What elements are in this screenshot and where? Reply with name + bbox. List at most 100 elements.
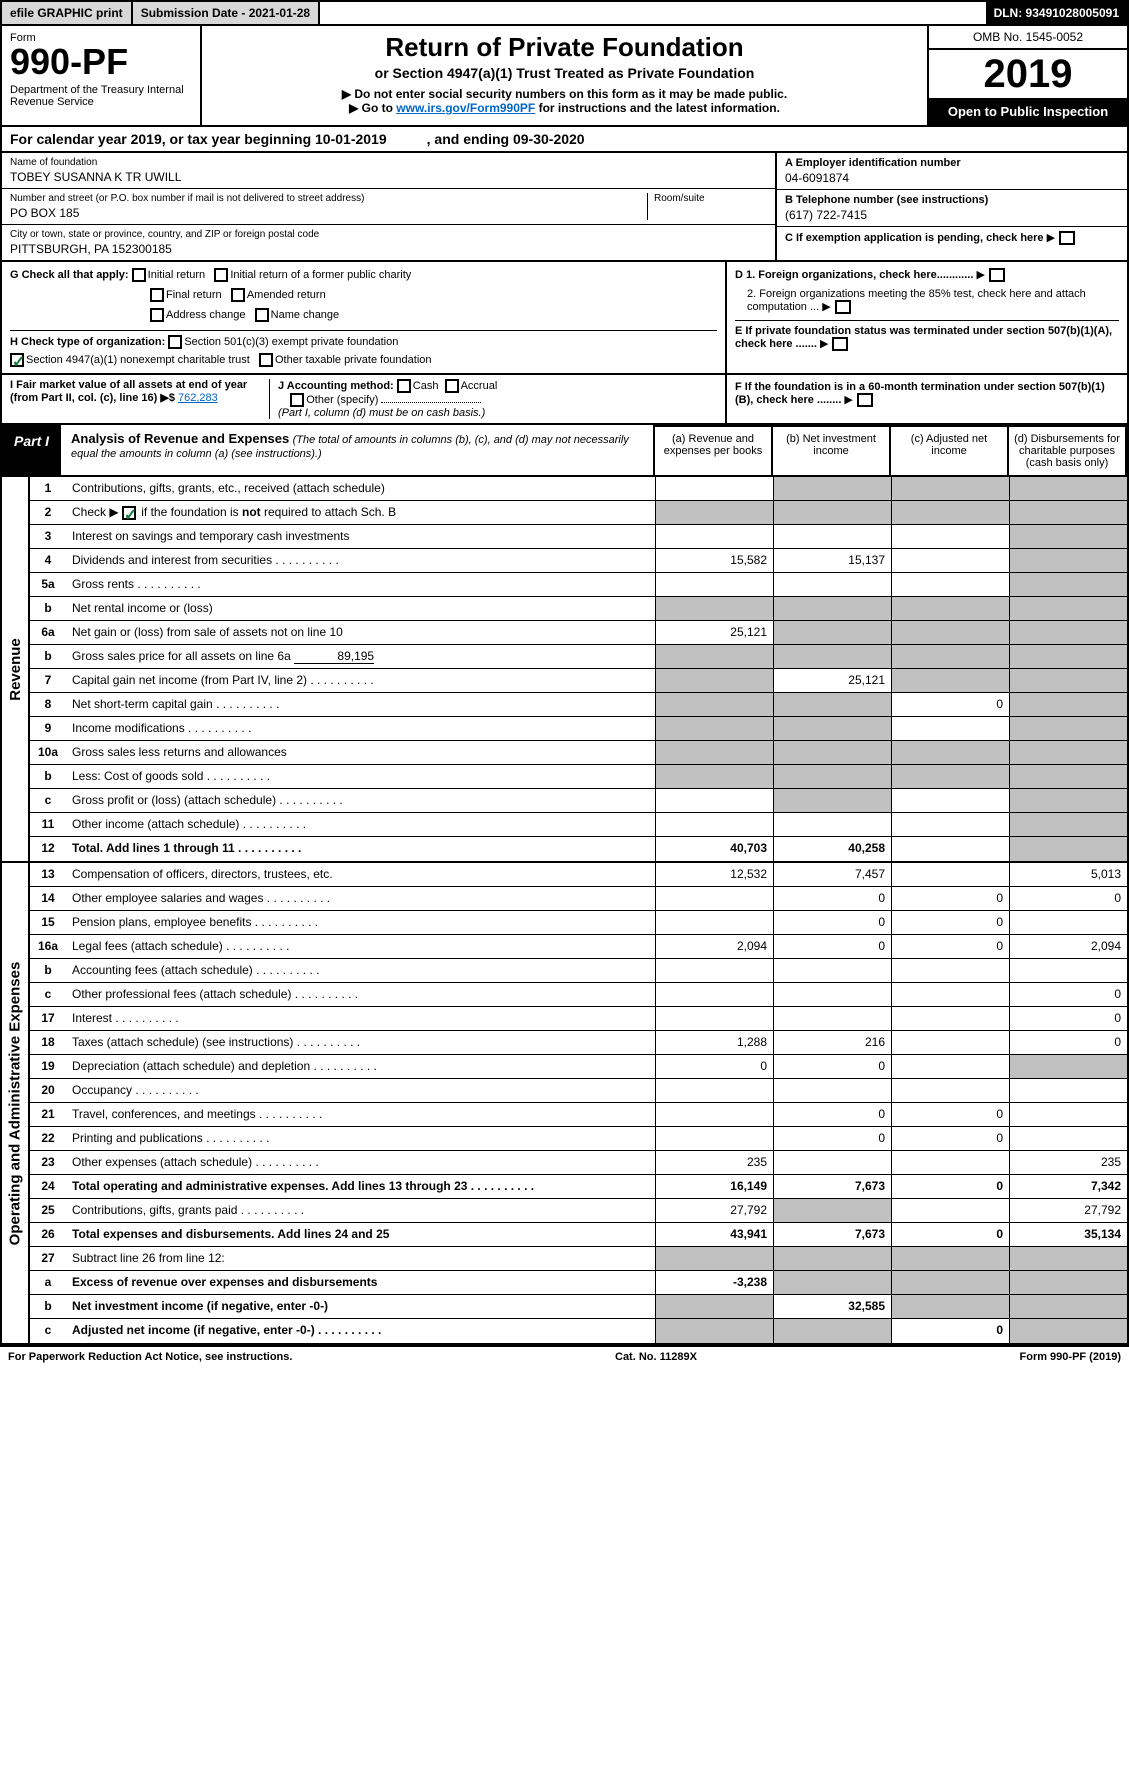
r17: Interest [66, 1007, 655, 1030]
schb-checkbox[interactable] [122, 506, 136, 520]
r13: Compensation of officers, directors, tru… [66, 863, 655, 886]
efile-print-button[interactable]: efile GRAPHIC print [2, 2, 133, 24]
gh-section: G Check all that apply: Initial return I… [0, 262, 1129, 375]
d1-label: D 1. Foreign organizations, check here..… [735, 269, 973, 281]
r22: Printing and publications [66, 1127, 655, 1150]
r8: Net short-term capital gain [66, 693, 655, 716]
f-checkbox[interactable] [857, 393, 873, 407]
dept-treasury: Department of the Treasury Internal Reve… [10, 84, 192, 108]
r6a: Net gain or (loss) from sale of assets n… [66, 621, 655, 644]
expenses-table: Operating and Administrative Expenses 13… [0, 863, 1129, 1345]
f-label: F If the foundation is in a 60-month ter… [735, 381, 1105, 406]
footer-left: For Paperwork Reduction Act Notice, see … [8, 1351, 292, 1363]
submission-date: Submission Date - 2021-01-28 [133, 2, 320, 24]
open-to-public: Open to Public Inspection [929, 98, 1127, 125]
name-label: Name of foundation [10, 157, 767, 168]
r24: Total operating and administrative expen… [66, 1175, 655, 1198]
top-bar: efile GRAPHIC print Submission Date - 20… [0, 0, 1129, 24]
part1-label: Part I [2, 425, 61, 475]
i-value[interactable]: 762,283 [178, 392, 218, 404]
name-change-checkbox[interactable] [255, 308, 269, 322]
form-subtitle: or Section 4947(a)(1) Trust Treated as P… [208, 65, 921, 81]
r27b: Net investment income (if negative, ente… [66, 1295, 655, 1318]
h-label: H Check type of organization: [10, 336, 165, 348]
city-state-zip: PITTSBURGH, PA 152300185 [10, 242, 767, 256]
r15: Pension plans, employee benefits [66, 911, 655, 934]
r18: Taxes (attach schedule) (see instruction… [66, 1031, 655, 1054]
amended-return-checkbox[interactable] [231, 288, 245, 302]
omb-number: OMB No. 1545-0052 [929, 26, 1127, 50]
ein-label: A Employer identification number [785, 157, 1119, 169]
initial-former-checkbox[interactable] [214, 268, 228, 282]
form-title: Return of Private Foundation [208, 32, 921, 63]
name-change-label: Name change [271, 309, 340, 321]
j-note: (Part I, column (d) must be on cash basi… [278, 407, 485, 419]
year-end: , and ending 09-30-2020 [427, 131, 585, 147]
final-return-checkbox[interactable] [150, 288, 164, 302]
h1-checkbox[interactable] [168, 335, 182, 349]
h3-label: Other taxable private foundation [275, 354, 432, 366]
other-checkbox[interactable] [290, 393, 304, 407]
initial-return-checkbox[interactable] [132, 268, 146, 282]
h2-checkbox[interactable] [10, 353, 24, 367]
foundation-name: TOBEY SUSANNA K TR UWILL [10, 170, 767, 184]
form-number: 990-PF [10, 44, 192, 80]
d2-label: 2. Foreign organizations meeting the 85%… [747, 288, 1086, 313]
c-checkbox[interactable] [1059, 231, 1075, 245]
instr-2: ▶ Go to www.irs.gov/Form990PF for instru… [208, 101, 921, 115]
dln: DLN: 93491028005091 [986, 2, 1127, 24]
initial-return-label: Initial return [148, 269, 205, 281]
address: PO BOX 185 [10, 206, 647, 220]
r11: Other income (attach schedule) [66, 813, 655, 836]
expenses-side-label: Operating and Administrative Expenses [2, 863, 30, 1343]
irs-link[interactable]: www.irs.gov/Form990PF [396, 101, 535, 115]
page-footer: For Paperwork Reduction Act Notice, see … [0, 1345, 1129, 1367]
r26: Total expenses and disbursements. Add li… [66, 1223, 655, 1246]
amended-return-label: Amended return [247, 289, 326, 301]
r9: Income modifications [66, 717, 655, 740]
calendar-year-row: For calendar year 2019, or tax year begi… [0, 127, 1129, 153]
col-b-header: (b) Net investment income [773, 425, 891, 475]
r10c: Gross profit or (loss) (attach schedule) [66, 789, 655, 812]
cash-checkbox[interactable] [397, 379, 411, 393]
revenue-table: Revenue 1Contributions, gifts, grants, e… [0, 477, 1129, 863]
r5a: Gross rents [66, 573, 655, 596]
r16a: Legal fees (attach schedule) [66, 935, 655, 958]
accrual-checkbox[interactable] [445, 379, 459, 393]
r1: Contributions, gifts, grants, etc., rece… [66, 477, 655, 500]
h1-label: Section 501(c)(3) exempt private foundat… [184, 336, 398, 348]
phone: (617) 722-7415 [785, 208, 1119, 222]
city-label: City or town, state or province, country… [10, 229, 767, 240]
r12: Total. Add lines 1 through 11 [66, 837, 655, 861]
address-change-checkbox[interactable] [150, 308, 164, 322]
instr-1: ▶ Do not enter social security numbers o… [208, 87, 921, 101]
r16b: Accounting fees (attach schedule) [66, 959, 655, 982]
r23: Other expenses (attach schedule) [66, 1151, 655, 1174]
r10b: Less: Cost of goods sold [66, 765, 655, 788]
accrual-label: Accrual [461, 380, 498, 392]
r14: Other employee salaries and wages [66, 887, 655, 910]
ij-block: I Fair market value of all assets at end… [0, 375, 1129, 425]
r3: Interest on savings and temporary cash i… [66, 525, 655, 548]
r27c: Adjusted net income (if negative, enter … [66, 1319, 655, 1343]
r20: Occupancy [66, 1079, 655, 1102]
r27: Subtract line 26 from line 12: [66, 1247, 655, 1270]
year-begin: For calendar year 2019, or tax year begi… [10, 131, 387, 147]
addr-label: Number and street (or P.O. box number if… [10, 193, 647, 204]
part1-title: Analysis of Revenue and Expenses [71, 431, 289, 446]
r25: Contributions, gifts, grants paid [66, 1199, 655, 1222]
r2: Check ▶ if the foundation is not require… [66, 501, 655, 524]
r16c: Other professional fees (attach schedule… [66, 983, 655, 1006]
r5b: Net rental income or (loss) [66, 597, 655, 620]
r4: Dividends and interest from securities [66, 549, 655, 572]
e-label: E If private foundation status was termi… [735, 325, 1112, 350]
r6b: Gross sales price for all assets on line… [66, 645, 655, 668]
h3-checkbox[interactable] [259, 353, 273, 367]
tax-year: 2019 [929, 50, 1127, 98]
e-checkbox[interactable] [832, 337, 848, 351]
address-change-label: Address change [166, 309, 246, 321]
g-label: G Check all that apply: [10, 269, 129, 281]
final-return-label: Final return [166, 289, 222, 301]
d2-checkbox[interactable] [835, 300, 851, 314]
d1-checkbox[interactable] [989, 268, 1005, 282]
